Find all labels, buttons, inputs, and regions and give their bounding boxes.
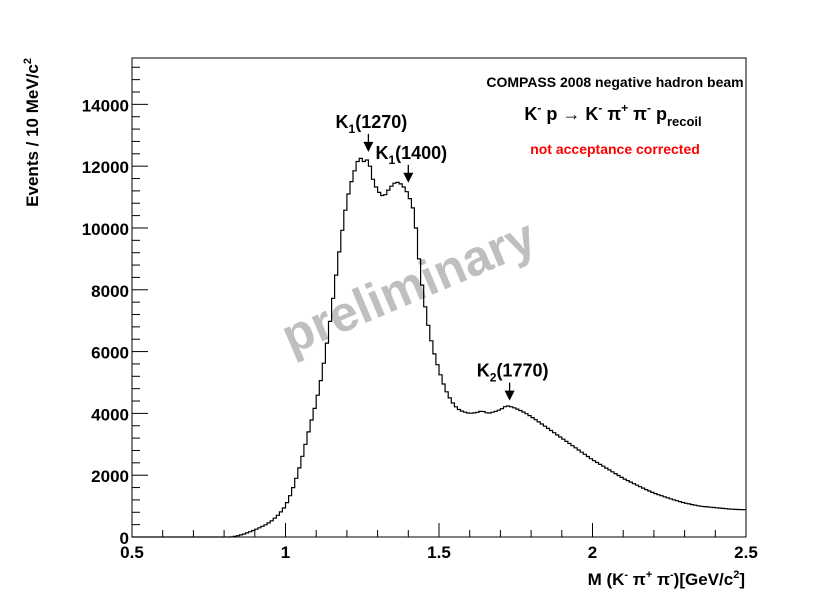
- acceptance-note: not acceptance corrected: [530, 141, 700, 157]
- y-tick-label: 0: [120, 529, 129, 548]
- annotation-arrow-head-k1-1400: [403, 172, 414, 183]
- x-axis-label: M (K- π+ π-)[GeV/c2]: [588, 569, 745, 589]
- x-tick-label: 1.5: [427, 543, 451, 562]
- annotation-label-k1-1270: K1(1270): [336, 112, 408, 136]
- reaction-formula: K- p → K- π+ π- precoil: [524, 101, 701, 129]
- y-tick-label: 6000: [91, 344, 129, 363]
- series-histogram: [132, 157, 746, 538]
- watermark-preliminary: preliminary: [273, 208, 543, 365]
- y-tick-label: 14000: [82, 96, 129, 115]
- info-title: COMPASS 2008 negative hadron beam: [486, 74, 743, 90]
- annotation-label-k1-1400: K1(1400): [375, 143, 447, 167]
- x-tick-label: 1: [281, 543, 290, 562]
- y-tick-label: 2000: [91, 467, 129, 486]
- y-tick-label: 12000: [82, 158, 129, 177]
- y-tick-label: 8000: [91, 282, 129, 301]
- x-tick-label: 2.5: [734, 543, 758, 562]
- resonance-annotations: K1(1270) K1(1400) K2(1770): [336, 112, 549, 401]
- annotation-label-k2-1770: K2(1770): [477, 361, 549, 385]
- x-axis-ticks: 0.5 1 1.5 2 2.5: [120, 523, 758, 562]
- y-tick-label: 10000: [82, 220, 129, 239]
- annotation-arrow-head-k2-1770: [504, 390, 515, 401]
- annotation-arrow-head-k1-1270: [363, 141, 374, 152]
- y-axis-label: Events / 10 MeV/c2: [22, 58, 42, 207]
- x-tick-label: 2: [588, 543, 597, 562]
- y-axis-ticks: 0 2000 4000 6000 8000 10000 12000 14000: [82, 66, 148, 548]
- y-tick-label: 4000: [91, 405, 129, 424]
- x-tick-label: 0.5: [120, 543, 144, 562]
